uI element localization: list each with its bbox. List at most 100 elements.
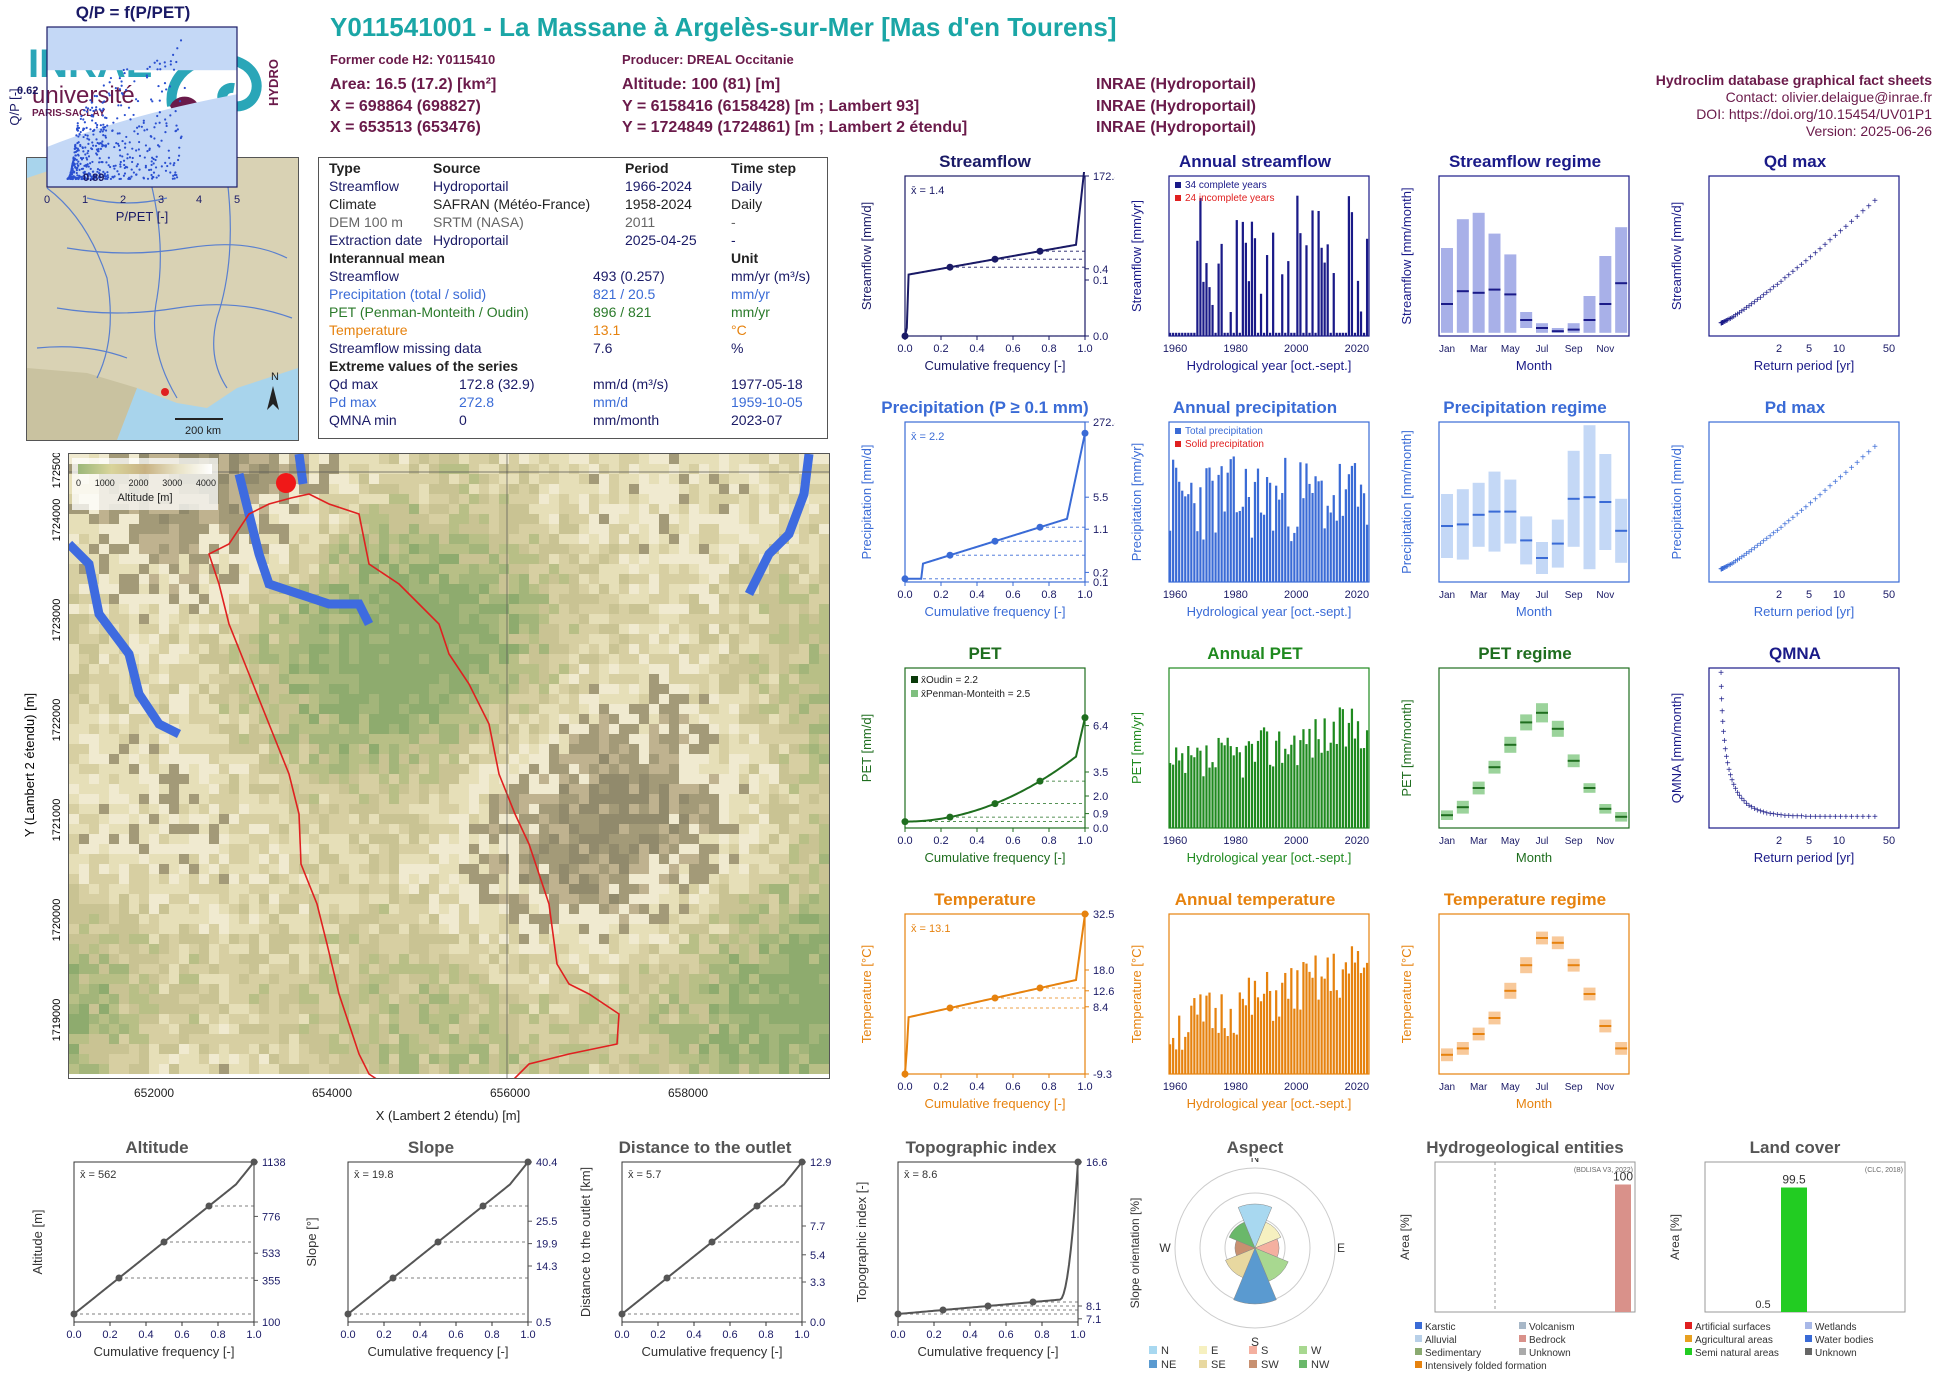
dem-cell bbox=[759, 754, 769, 764]
dem-cell bbox=[159, 684, 169, 694]
dem-cell bbox=[489, 634, 499, 644]
dem-cell bbox=[579, 504, 589, 514]
dem-cell bbox=[779, 854, 789, 864]
dem-cell bbox=[489, 664, 499, 674]
dem-cell bbox=[819, 564, 829, 574]
dem-cell bbox=[319, 714, 329, 724]
dem-cell bbox=[139, 814, 149, 824]
dem-cell bbox=[259, 984, 269, 994]
dem-cell bbox=[499, 764, 509, 774]
dem-cell bbox=[399, 864, 409, 874]
dem-cell bbox=[579, 764, 589, 774]
dem-cell bbox=[719, 1014, 729, 1024]
dem-cell bbox=[449, 704, 459, 714]
dem-cell bbox=[419, 624, 429, 634]
dem-cell bbox=[569, 524, 579, 534]
dem-cell bbox=[419, 1054, 429, 1064]
dem-cell bbox=[119, 934, 129, 944]
dem-cell bbox=[349, 594, 359, 604]
dem-cell bbox=[299, 814, 309, 824]
x-tick-label: 0.2 bbox=[933, 1081, 948, 1093]
dem-cell bbox=[549, 844, 559, 854]
dem-cell bbox=[699, 584, 709, 594]
dem-cell bbox=[539, 784, 549, 794]
dem-cell bbox=[799, 514, 809, 524]
dem-cell bbox=[709, 1004, 719, 1014]
dem-cell bbox=[459, 554, 469, 564]
dem-cell bbox=[179, 844, 189, 854]
dem-cell bbox=[239, 574, 249, 584]
dem-cell bbox=[689, 1044, 699, 1054]
dem-cell bbox=[369, 774, 379, 784]
dem-cell bbox=[189, 874, 199, 884]
dem-cell bbox=[529, 864, 539, 874]
dem-cell bbox=[739, 574, 749, 584]
dem-cell bbox=[579, 714, 589, 724]
dem-cell bbox=[349, 744, 359, 754]
dem-cell bbox=[599, 1014, 609, 1024]
dem-cell bbox=[429, 654, 439, 664]
dem-cell bbox=[569, 694, 579, 704]
dem-cell bbox=[599, 784, 609, 794]
dem-cell bbox=[359, 1004, 369, 1014]
dem-cell bbox=[769, 614, 779, 624]
dem-cell bbox=[439, 844, 449, 854]
dem-cell bbox=[529, 454, 539, 464]
dem-cell bbox=[399, 494, 409, 504]
dem-cell bbox=[329, 974, 339, 984]
dem-cell bbox=[79, 514, 89, 524]
dem-cell bbox=[689, 1014, 699, 1024]
dem-cell bbox=[719, 814, 729, 824]
y-axis-label: Y (Lambert 2 étendu) [m] bbox=[22, 693, 37, 837]
dem-cell bbox=[309, 944, 319, 954]
dem-cell bbox=[189, 794, 199, 804]
dem-cell bbox=[669, 594, 679, 604]
dem-cell bbox=[609, 614, 619, 624]
dem-cell bbox=[219, 974, 229, 984]
dem-cell bbox=[199, 514, 209, 524]
dem-cell bbox=[329, 1064, 339, 1074]
dem-cell bbox=[679, 554, 689, 564]
dem-cell bbox=[109, 854, 119, 864]
dem-cell bbox=[229, 484, 239, 494]
dem-cell bbox=[509, 1024, 519, 1034]
y-axis-label: Streamflow [mm/d] bbox=[859, 202, 874, 310]
dem-cell bbox=[539, 724, 549, 734]
dem-cell bbox=[279, 954, 289, 964]
streamflow-fdc-chart: Streamflow 0.0 0.2 0.4 0.6 0.8 1.0 Cumulative f… bbox=[855, 152, 1115, 390]
dem-cell bbox=[749, 754, 759, 764]
dem-cell bbox=[479, 924, 489, 934]
dem-cell bbox=[709, 494, 719, 504]
dem-cell bbox=[69, 714, 79, 724]
dem-cell bbox=[509, 894, 519, 904]
dem-cell bbox=[359, 814, 369, 824]
dem-cell bbox=[459, 1064, 469, 1074]
dem-cell bbox=[69, 794, 79, 804]
dem-cell bbox=[179, 954, 189, 964]
dem-cell bbox=[459, 634, 469, 644]
dem-cell bbox=[279, 874, 289, 884]
dem-cell bbox=[159, 814, 169, 824]
dem-cell bbox=[819, 514, 829, 524]
dem-cell bbox=[569, 774, 579, 784]
dem-cell bbox=[309, 1044, 319, 1054]
dem-cell bbox=[129, 814, 139, 824]
dem-cell bbox=[629, 774, 639, 784]
dem-cell bbox=[819, 744, 829, 754]
dem-cell bbox=[269, 634, 279, 644]
dem-cell bbox=[249, 1004, 259, 1014]
y-axis-label: Streamflow [mm/yr] bbox=[1129, 200, 1144, 312]
dem-cell bbox=[279, 1014, 289, 1024]
dem-cell bbox=[569, 704, 579, 714]
dem-cell bbox=[349, 544, 359, 554]
dem-cell bbox=[359, 844, 369, 854]
dem-cell bbox=[789, 864, 799, 874]
dem-cell bbox=[339, 574, 349, 584]
dem-cell bbox=[599, 484, 609, 494]
dem-cell bbox=[719, 574, 729, 584]
dem-cell bbox=[659, 924, 669, 934]
dem-cell bbox=[579, 554, 589, 564]
dem-cell bbox=[209, 1034, 219, 1044]
dem-cell bbox=[159, 774, 169, 784]
dem-cell bbox=[639, 604, 649, 614]
